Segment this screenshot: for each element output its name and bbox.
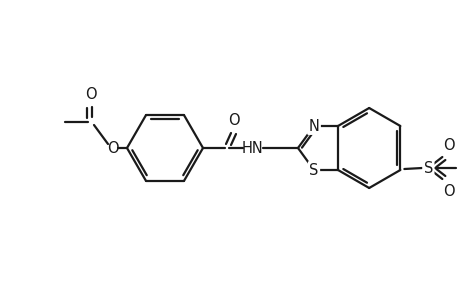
Text: O: O bbox=[442, 137, 454, 152]
Text: S: S bbox=[423, 160, 432, 175]
Text: O: O bbox=[107, 140, 118, 155]
Text: HN: HN bbox=[241, 140, 263, 155]
Text: O: O bbox=[228, 112, 239, 128]
Text: O: O bbox=[442, 184, 454, 199]
Text: N: N bbox=[308, 118, 319, 134]
Text: S: S bbox=[308, 163, 318, 178]
Text: O: O bbox=[85, 86, 96, 101]
